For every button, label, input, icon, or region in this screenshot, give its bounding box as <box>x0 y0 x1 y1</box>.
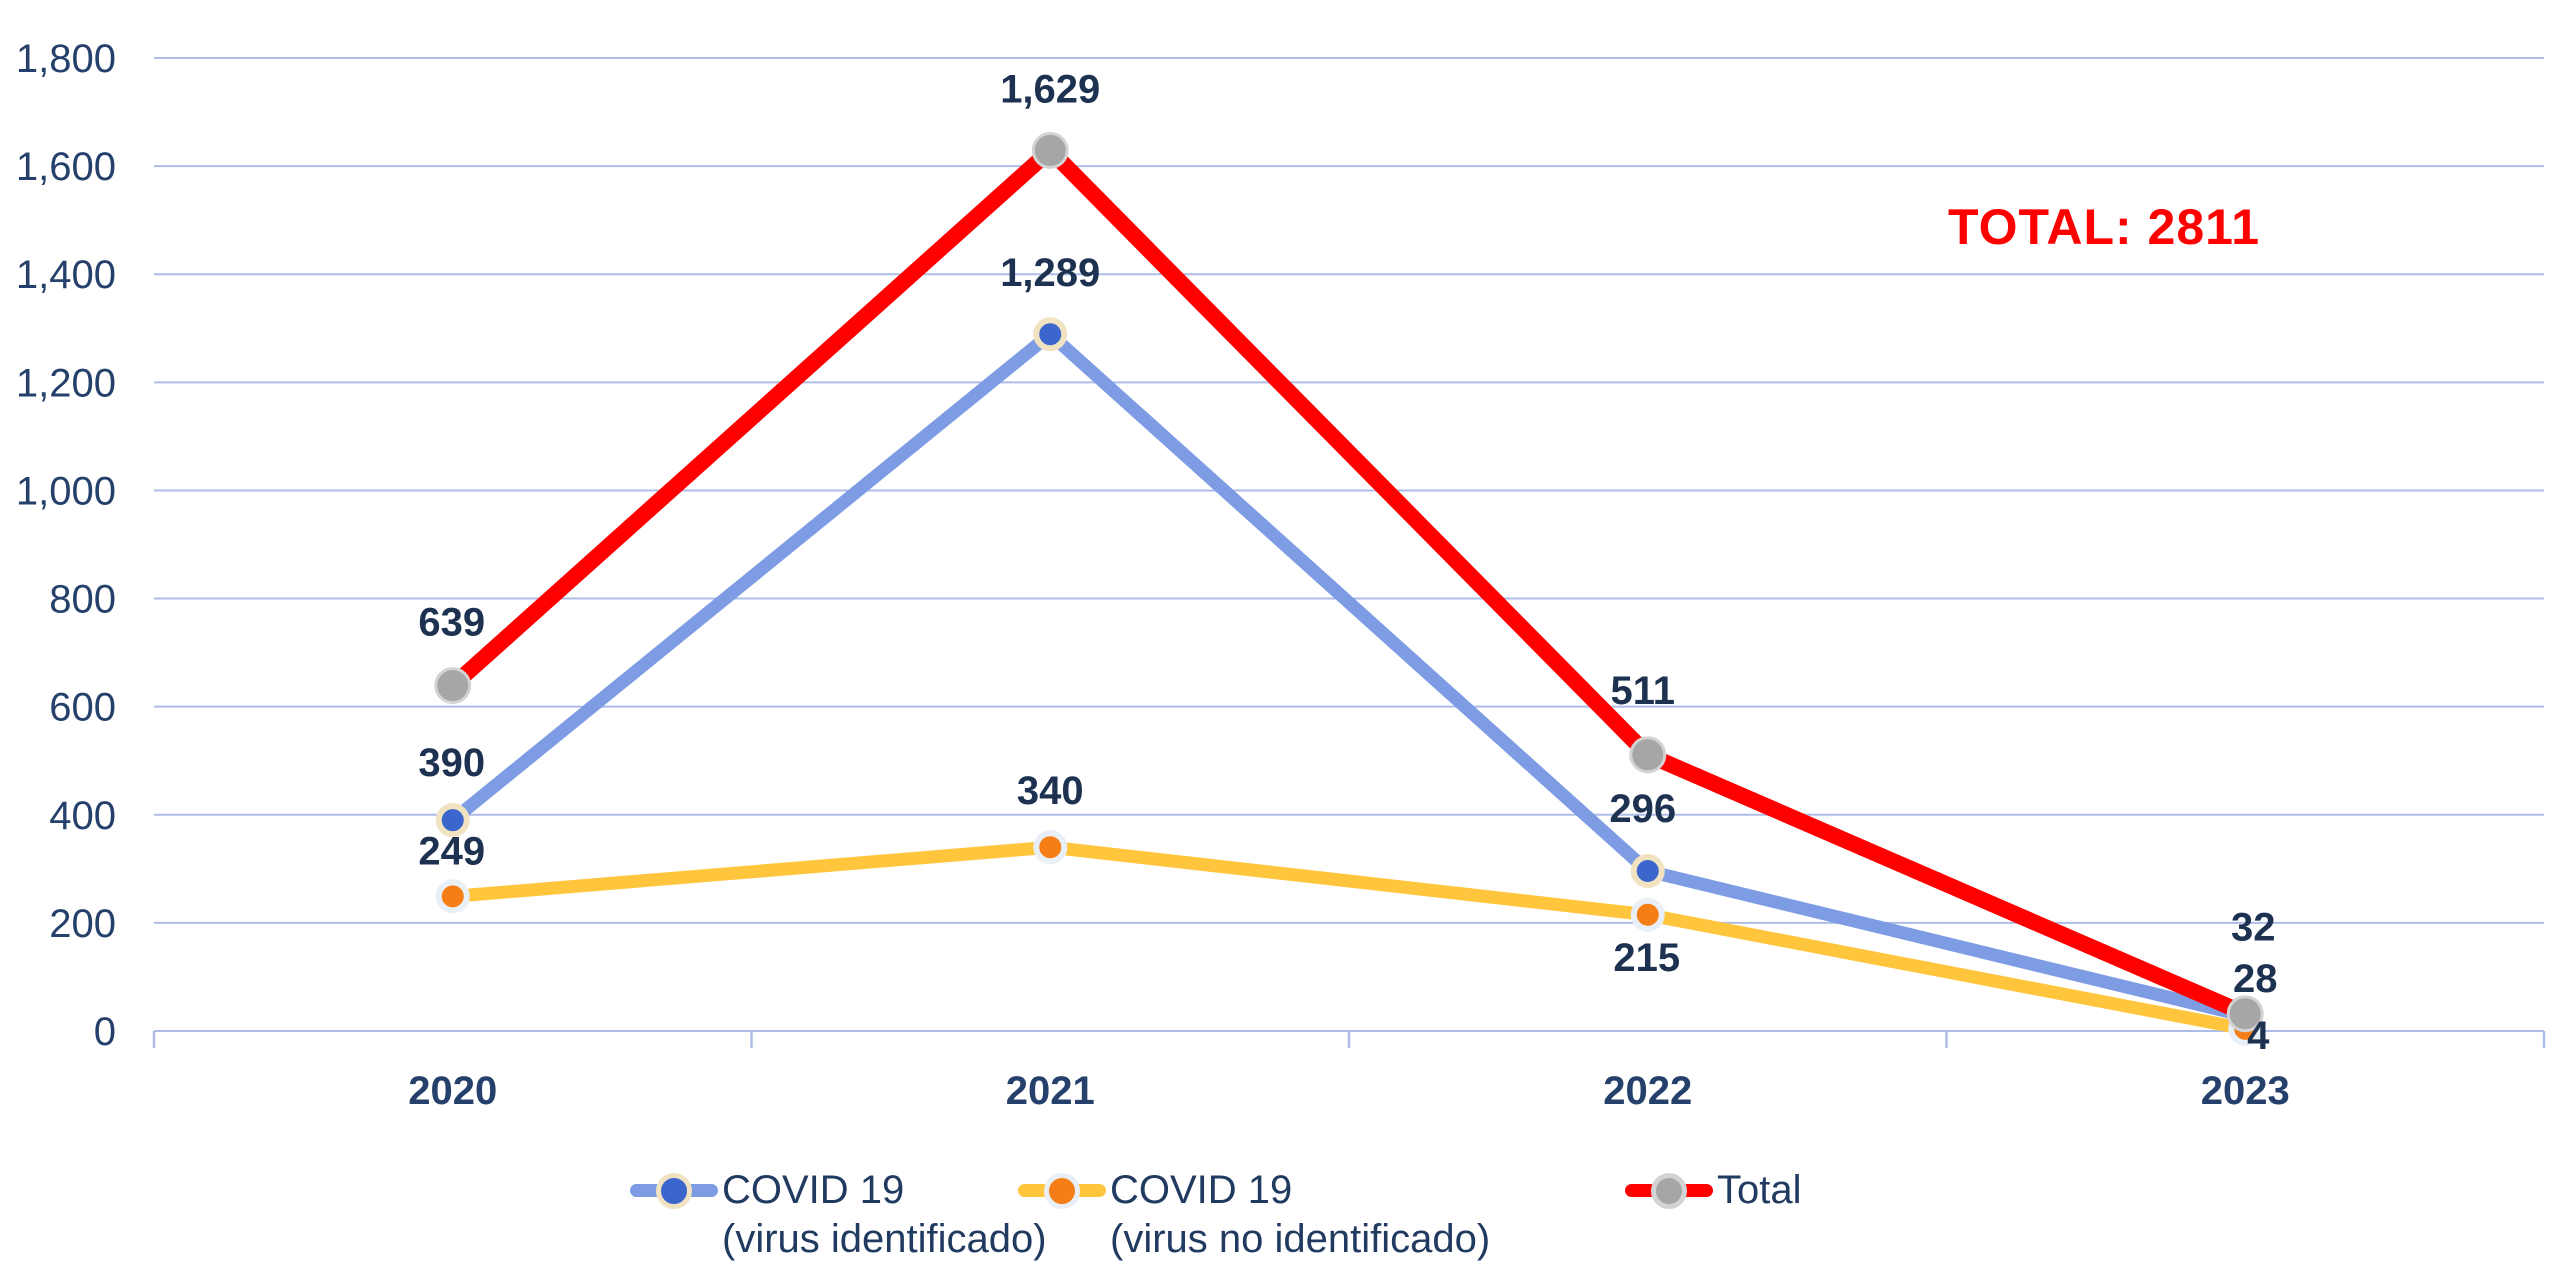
svg-text:0: 0 <box>94 1010 116 1054</box>
legend-label-line2: (virus identificado) <box>722 1217 1047 1261</box>
legend-line-swatch <box>630 1172 718 1209</box>
svg-text:600: 600 <box>49 686 116 730</box>
svg-text:1,800: 1,800 <box>16 37 116 81</box>
svg-text:2021: 2021 <box>1006 1069 1095 1113</box>
svg-text:215: 215 <box>1613 936 1680 980</box>
svg-text:296: 296 <box>1609 787 1676 831</box>
legend-label: COVID 19 (virus no identificado) <box>1110 1166 1490 1264</box>
legend-item-virus-no-identificado: COVID 19 (virus no identificado) <box>1018 1166 1490 1264</box>
svg-text:800: 800 <box>49 578 116 622</box>
svg-text:28: 28 <box>2233 957 2278 1001</box>
legend-label-line1: COVID 19 <box>722 1168 905 1212</box>
legend-label-line1: COVID 19 <box>1110 1168 1293 1212</box>
legend-item-virus-identificado: COVID 19 (virus identificado) <box>630 1166 1047 1264</box>
svg-text:400: 400 <box>49 794 116 838</box>
svg-text:1,000: 1,000 <box>16 469 116 513</box>
svg-text:2023: 2023 <box>2201 1069 2290 1113</box>
svg-text:1,629: 1,629 <box>1000 67 1100 111</box>
svg-text:1,400: 1,400 <box>16 253 116 297</box>
svg-text:1,600: 1,600 <box>16 145 116 189</box>
svg-text:2022: 2022 <box>1603 1069 1692 1113</box>
svg-text:340: 340 <box>1017 769 1084 813</box>
legend-marker-dot-icon <box>656 1172 692 1209</box>
legend-label: Total <box>1717 1166 1802 1215</box>
svg-text:2020: 2020 <box>408 1069 497 1113</box>
svg-text:390: 390 <box>418 741 485 785</box>
svg-text:639: 639 <box>418 601 485 645</box>
legend-label-line1: Total <box>1717 1168 1802 1212</box>
svg-text:4: 4 <box>2247 1014 2270 1058</box>
svg-text:249: 249 <box>418 829 485 873</box>
legend-marker-dot-icon <box>1651 1172 1687 1209</box>
legend-item-total: Total <box>1625 1166 1802 1215</box>
svg-text:511: 511 <box>1610 669 1675 713</box>
legend-label-line2: (virus no identificado) <box>1110 1217 1491 1261</box>
svg-text:200: 200 <box>49 902 116 946</box>
legend-label: COVID 19 (virus identificado) <box>722 1166 1047 1264</box>
total-annotation: TOTAL: 2811 <box>1948 199 2261 255</box>
legend-line-swatch <box>1625 1172 1713 1209</box>
svg-text:1,289: 1,289 <box>1000 251 1100 295</box>
svg-text:1,200: 1,200 <box>16 361 116 405</box>
svg-text:32: 32 <box>2231 906 2276 950</box>
legend-line-swatch <box>1018 1172 1106 1209</box>
legend-marker-dot-icon <box>1044 1172 1080 1209</box>
